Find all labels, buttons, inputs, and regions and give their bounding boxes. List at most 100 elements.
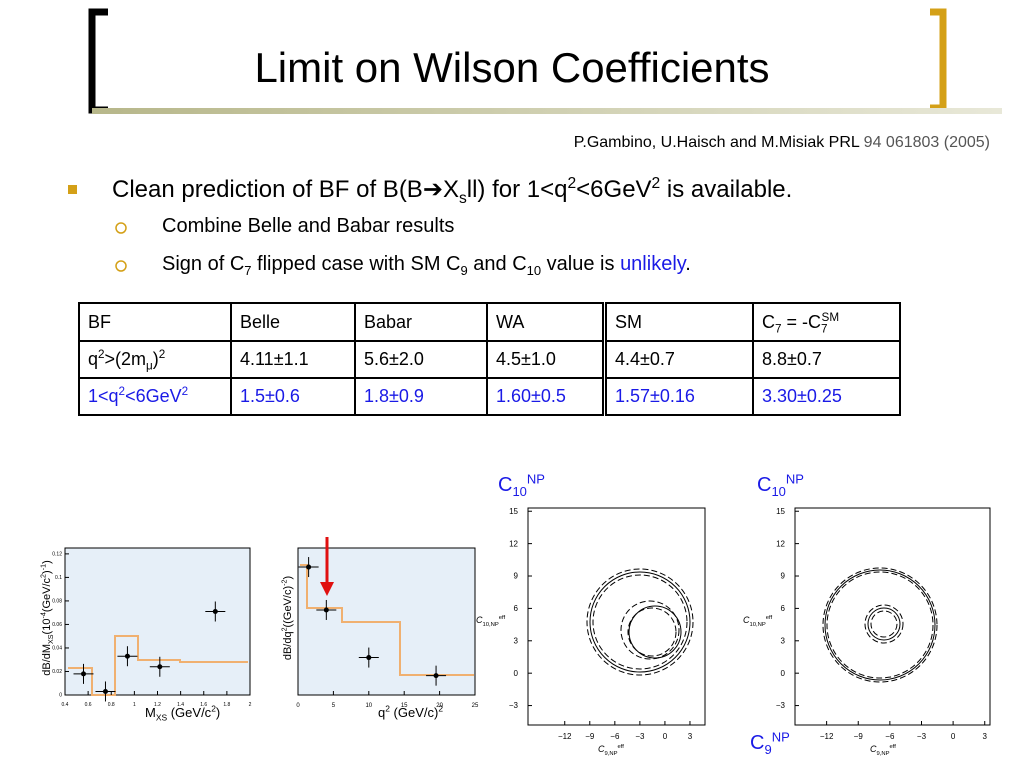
text: 2 [429,565,437,581]
text: X [442,176,459,203]
text: ) [41,560,53,564]
text: 2 [39,573,48,578]
x-title: C9,NPeff [598,744,624,757]
text: 10 [771,484,786,499]
plot-label: q2 [418,565,437,591]
y-title: C10,NPeff [743,615,773,628]
title-rule [92,108,1002,114]
text: 2 [118,385,126,398]
y-label: dB/dMXS(10-4(GeV/c2)-1) [39,528,55,708]
text: C [757,474,772,496]
text: 7 [775,322,782,336]
text: eff [498,615,506,621]
text: dB/dM [41,643,53,676]
text: ((GeV/c) [282,585,294,628]
text: SM [576,519,597,535]
text: 1.8±0.9 [354,377,488,416]
text: 3.30±0.25 [752,377,901,416]
bullet [115,260,127,272]
text: Clean prediction of BF of B(B [112,176,423,203]
text: 2 [181,385,189,398]
text: C [555,522,570,544]
bullet-text: Sign of C7 flipped case with SM C9 and C… [162,253,691,278]
text: 9 [764,742,772,757]
text: XS [155,712,168,723]
text: <6GeV [576,176,652,203]
text: 9,NP [604,750,618,757]
text: 1.5±0.6 [230,377,356,416]
text: 1.57±0.16 [603,377,754,416]
text: ) [282,575,294,580]
title: Limit on Wilson Coefficients [254,44,770,91]
text: and C [467,253,527,275]
text: eff [765,615,773,621]
text: q [418,568,430,590]
text: 1<q [88,386,119,406]
text: = -C [781,311,822,332]
text: 10 [512,484,527,499]
text: M [95,570,114,595]
y-label: dB/dq2((GeV/c)-2) [280,543,294,693]
panel-label: (b) [455,552,469,564]
text: 2 [651,175,661,192]
text: 2 [438,703,444,714]
axis-title: C10NP [757,472,804,499]
text: 2 [280,627,289,632]
plot-label: C7 = -C7SM [806,510,898,537]
text: 4.5±1.0 [486,340,607,379]
text: -1 [39,563,48,571]
text: M [145,705,156,720]
text: WA [486,302,607,342]
text: 7 [244,263,252,278]
text: <6GeV [125,386,182,406]
bullet-text: Clean prediction of BF of B(B➔Xsll) for … [112,175,793,206]
text: -2 [280,579,289,586]
text: Xs [113,583,131,600]
text: . [685,253,691,275]
text: ➔ [422,176,443,203]
x-label: q2 (GeV/c)2 [378,703,444,720]
bullet [115,222,127,234]
text: 2 [211,703,216,714]
text: is available. [660,176,793,203]
text: 4.11±1.1 [230,340,356,379]
text: eff [889,744,896,750]
text: = -C [827,512,872,534]
text: 2 [158,348,166,361]
text: flipped case with SM C [251,253,461,275]
text: 9 [460,263,468,278]
text: q [378,705,386,720]
text: BF [78,302,232,342]
text: 7 [871,522,879,537]
text: dB/dq [282,631,294,661]
text: >(2m [104,349,147,369]
x-label: MXS (GeV/c2) [145,703,220,723]
text: 4.4±0.7 [603,340,754,379]
plot-label: C7SM [555,519,597,546]
text: value is [541,253,621,275]
text: 5.6±2.0 [354,340,488,379]
plot-label: MXs [95,570,131,600]
text: (GeV/c [167,705,212,720]
text: 10 [526,263,542,278]
axis-title: C10NP [498,472,545,499]
text: 9,NP [876,750,890,757]
text: (GeV/c) [389,705,439,720]
text: ll) for 1<q [466,176,568,203]
text: 7 [821,322,828,336]
text: 10,NP [749,621,766,628]
text: 7 [820,522,828,537]
text: Sign of C [162,253,245,275]
text: C [498,474,513,496]
text: 10,NP [482,621,499,628]
text: unlikely [620,253,686,275]
text: ) [152,349,159,369]
bullet [68,185,77,194]
text: C [870,744,877,754]
axis-title: C9NP [750,730,790,757]
text: C [476,615,483,625]
x-title: C9,NPeff [870,744,896,757]
table: BF Belle Babar WA SM C7 = -C7SM q2>(2mμ)2 4.… [78,302,901,416]
